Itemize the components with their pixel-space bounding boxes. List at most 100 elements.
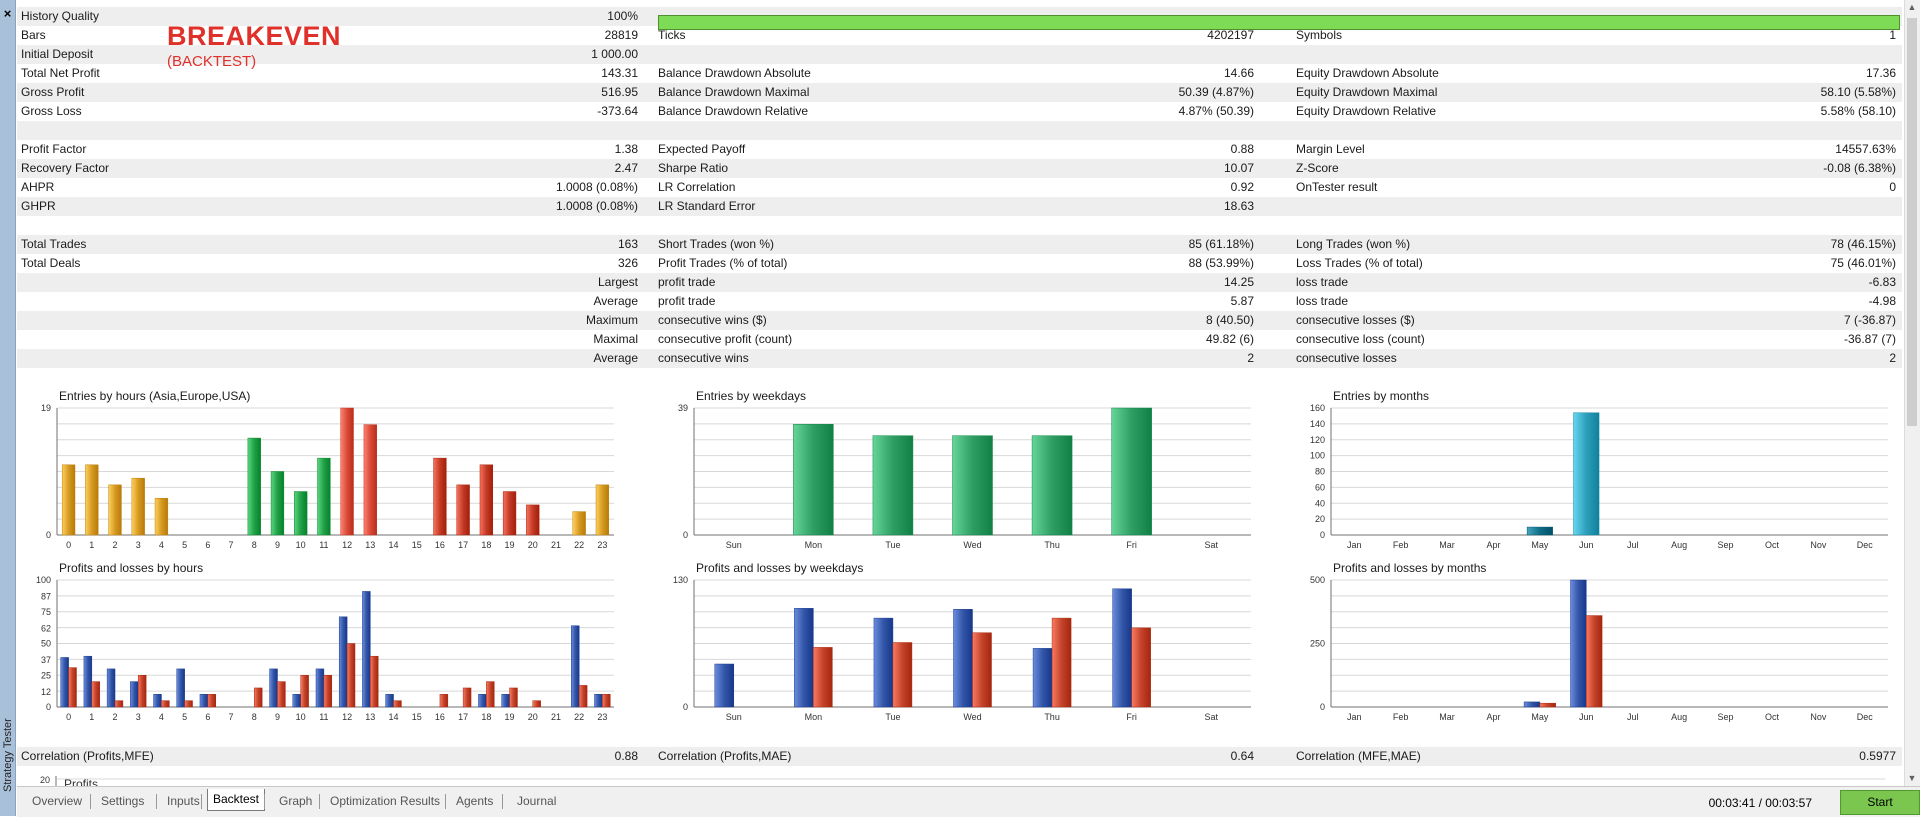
x-tick-label: 17	[458, 540, 468, 550]
z-score-value: -0.08 (6.38%)	[1823, 161, 1896, 175]
scroll-down-icon[interactable]: ▼	[1907, 773, 1917, 783]
balance-drawdown-relative-value: 4.87% (50.39)	[1178, 104, 1254, 118]
equity-drawdown-maximal-value: 58.10 (5.58%)	[1820, 85, 1896, 99]
initial-deposit-label: Initial Deposit	[21, 47, 94, 61]
x-tick-label: Thu	[1044, 540, 1060, 550]
x-tick-label: 20	[528, 540, 538, 550]
losses-bar	[277, 681, 286, 708]
scrollbar-thumb[interactable]	[1907, 18, 1917, 426]
losses-bar	[137, 675, 147, 708]
bar	[340, 407, 354, 536]
ghpr-value: 1.0008 (0.08%)	[555, 199, 638, 213]
x-tick-label: 23	[597, 540, 607, 550]
y-tick-label: 160	[1310, 403, 1325, 413]
profits-bar	[292, 694, 301, 708]
x-tick-label: 20	[528, 712, 538, 722]
x-tick-label: 1	[89, 540, 94, 550]
left-panel-bar: × Strategy Tester	[0, 0, 16, 816]
x-tick-label: 0	[66, 712, 71, 722]
x-tick-label: Thu	[1044, 712, 1060, 722]
y-tick-label: 19	[41, 403, 51, 413]
y-tick-label: 100	[36, 575, 51, 585]
tab-backtest[interactable]: Backtest	[207, 789, 266, 811]
bar	[363, 424, 377, 536]
bar	[61, 464, 76, 536]
bottom-tab-bar: Overview Settings Inputs Backtest Graph …	[17, 786, 1920, 817]
x-tick-label: 3	[136, 540, 141, 550]
tab-journal[interactable]: Journal	[517, 794, 557, 808]
x-tick-label: 1	[89, 712, 94, 722]
partial-chart-preview: 20 Profits	[40, 775, 1885, 786]
y-tick-label: 250	[1310, 639, 1325, 649]
tab-separator	[319, 794, 320, 809]
y-tick-label: 12	[41, 687, 51, 697]
chart-title: Profits and losses by months	[1333, 561, 1486, 575]
x-tick-label: 4	[159, 712, 164, 722]
tab-optimization-results[interactable]: Optimization Results	[330, 794, 441, 808]
gross-loss-label: Gross Loss	[21, 104, 82, 118]
balance-drawdown-maximal-label: Balance Drawdown Maximal	[658, 85, 810, 99]
profits-bar	[199, 694, 209, 708]
consecutive-losses-label: consecutive losses ($)	[1296, 313, 1415, 327]
start-button[interactable]: Start	[1840, 790, 1920, 815]
x-tick-label: Mon	[805, 540, 823, 550]
x-tick-label: 11	[319, 540, 328, 550]
tab-agents[interactable]: Agents	[456, 794, 494, 808]
y-tick-label: 40	[1315, 498, 1325, 508]
tab-graph[interactable]: Graph	[279, 794, 313, 808]
losses-bar	[254, 687, 263, 708]
stats-row: Average consecutive wins 2 consecutive loss…	[17, 349, 1902, 368]
close-icon[interactable]: ×	[3, 6, 12, 21]
x-tick-label: Fri	[1126, 712, 1137, 722]
entries-by-weekdays-chart: Entries by weekdays 0 39 Sun Mon Tue Wed Thu Fri…	[678, 389, 1251, 550]
x-tick-label: Feb	[1393, 712, 1409, 722]
chart-title: Entries by months	[1333, 389, 1429, 403]
y-tick-label: 100	[1310, 451, 1325, 461]
loss-trade-value: -6.83	[1868, 275, 1896, 289]
profits-bar	[794, 608, 814, 708]
x-tick-label: 21	[551, 540, 561, 550]
x-tick-label: Wed	[963, 712, 981, 722]
margin-level-value: 14557.63%	[1835, 142, 1896, 156]
stats-row: Profit Factor 1.38 Expected Payoff 0.88 Marg…	[17, 140, 1902, 159]
x-tick-label: Mar	[1439, 540, 1455, 550]
tab-overview[interactable]: Overview	[32, 794, 83, 808]
x-tick-label: 17	[458, 712, 468, 722]
y-tick-label: 0	[683, 702, 688, 712]
x-tick-label: 12	[342, 712, 352, 722]
scroll-up-icon[interactable]: ▲	[1907, 2, 1917, 12]
losses-bar	[892, 642, 913, 708]
loss-trades-of-total-value: 75 (46.01%)	[1830, 256, 1896, 270]
x-tick-label: 4	[159, 540, 164, 550]
consecutive-wins-label: consecutive wins	[658, 351, 749, 365]
x-tick-label: Sat	[1204, 540, 1218, 550]
profits-losses-by-months-chart: Profits and losses by months 0 250 500 Jan Fe…	[1310, 561, 1888, 722]
losses-bar	[1051, 617, 1072, 708]
tab-inputs[interactable]: Inputs	[167, 794, 200, 808]
correlation-mfe-mae-value: 0.5977	[1859, 749, 1896, 763]
profits-bar	[953, 609, 973, 708]
profits-bar	[315, 668, 325, 708]
y-tick-label: 0	[683, 530, 688, 540]
profits-bar	[338, 616, 348, 708]
losses-bar	[68, 667, 77, 708]
losses-bar	[300, 675, 309, 708]
x-tick-label: 23	[597, 712, 607, 722]
bar	[1573, 412, 1600, 536]
profit-trade-label: profit trade	[658, 275, 716, 289]
stats-row: Total Deals 326 Profit Trades (% of total)…	[17, 254, 1902, 273]
loss-trade-label: loss trade	[1296, 294, 1349, 308]
stats-row: Total Net Profit 143.31 Balance Drawdown A…	[17, 64, 1902, 83]
profits-bar	[83, 655, 93, 708]
profits-bar	[873, 617, 894, 708]
x-tick-label: Jun	[1579, 540, 1594, 550]
profits-bar	[130, 681, 139, 708]
profit-trade-label: profit trade	[658, 294, 716, 308]
stats-row: Gross Profit 516.95 Balance Drawdown Maxim…	[17, 83, 1902, 102]
consecutive-profit-count-value: 49.82 (6)	[1205, 332, 1254, 346]
x-tick-label: 9	[275, 540, 280, 550]
ticks-label: Ticks	[658, 28, 686, 42]
x-tick-label: Nov	[1810, 540, 1827, 550]
tab-settings[interactable]: Settings	[101, 794, 145, 808]
breakeven-title: BREAKEVEN	[167, 21, 342, 51]
